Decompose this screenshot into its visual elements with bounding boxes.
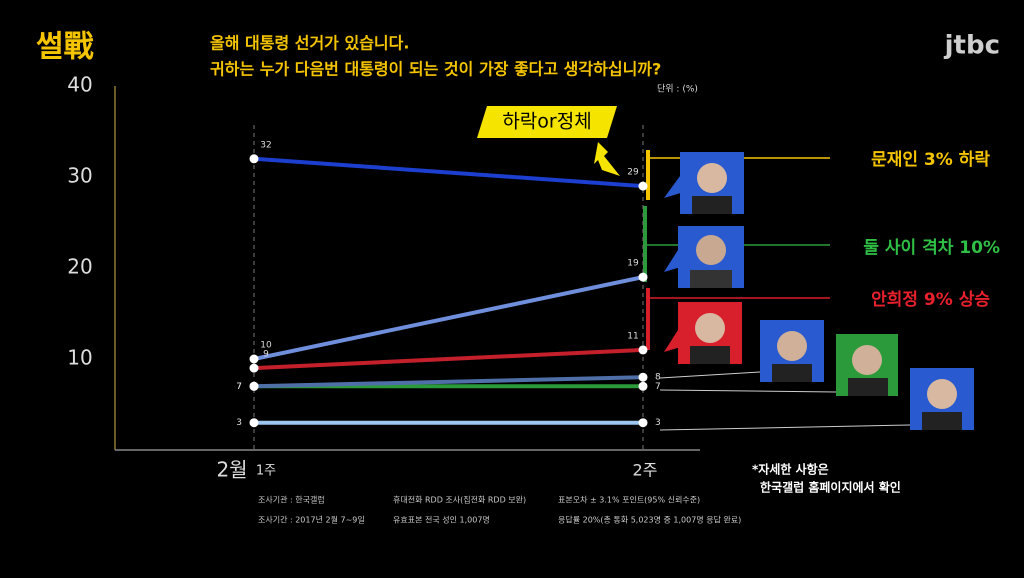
annotation: 안희정 9% 상승	[871, 290, 990, 310]
portrait-body	[848, 378, 888, 396]
value-label: 3	[236, 418, 242, 428]
value-label: 7	[236, 382, 242, 392]
value-label: 8	[655, 373, 661, 383]
portrait-body	[690, 270, 732, 288]
point	[638, 418, 648, 428]
portrait-body	[690, 346, 730, 364]
value-label: 29	[627, 168, 639, 178]
portrait-face	[777, 331, 807, 361]
value-label: 9	[263, 350, 269, 360]
chart-title: 올해 대통령 선거가 있습니다.	[210, 34, 409, 53]
callout-arrow	[594, 142, 620, 176]
line	[253, 275, 644, 361]
leader-line	[659, 389, 837, 393]
line	[253, 375, 644, 389]
footnotes: 조사기관 : 한국갤럽 휴대전화 RDD 조사(집전화 RDD 보완) 표본오차…	[258, 495, 741, 525]
portraits	[659, 152, 974, 431]
value-label: 3	[655, 418, 661, 428]
line	[253, 347, 644, 371]
point	[249, 354, 259, 364]
unit: 단위 : (%)	[657, 84, 698, 95]
portrait-body	[922, 412, 962, 430]
footnote: 조사기간 : 2017년 2월 7~9일	[258, 515, 365, 525]
note: 한국갤럽 홈페이지에서 확인	[760, 480, 901, 495]
footnote: 표본오차 ± 3.1% 포인트(95% 신뢰수준)	[558, 495, 700, 505]
portrait-face	[695, 313, 725, 343]
callout: 하락or정체	[502, 111, 591, 133]
logo: 썰戰	[36, 30, 94, 65]
value-label: 11	[627, 331, 638, 341]
value-label: 7	[236, 382, 242, 392]
value-label: 32	[260, 140, 271, 150]
broadcaster: jtbc	[944, 31, 1000, 61]
value-label: 10	[260, 341, 272, 351]
annotation: 문재인 3% 하락	[871, 150, 990, 170]
note: *자세한 사항은	[752, 462, 829, 477]
point	[638, 372, 648, 382]
point	[249, 154, 259, 164]
bubble-tail	[664, 176, 684, 198]
leader-line	[659, 424, 911, 431]
y-tick-label: 30	[67, 164, 92, 188]
callout-box	[477, 106, 617, 138]
annotation: 둘 사이 격차 10%	[863, 238, 1000, 258]
point	[638, 272, 648, 282]
footnote: 유효표본 전국 성인 1,007명	[393, 515, 490, 525]
point	[638, 381, 648, 391]
chart-subtitle: 귀하는 누가 다음번 대통령이 되는 것이 가장 좋다고 생각하십니까?	[210, 60, 661, 79]
y-tick-label: 20	[67, 255, 92, 279]
footnote: 조사기관 : 한국갤럽	[258, 495, 325, 505]
portrait-body	[772, 364, 812, 382]
point	[638, 345, 648, 355]
portrait-face	[696, 235, 726, 265]
y-tick-label: 40	[67, 73, 92, 97]
footnote: 휴대전화 RDD 조사(집전화 RDD 보완)	[393, 495, 526, 505]
value-label: 7	[655, 382, 661, 392]
point	[249, 381, 259, 391]
x-tick-label: 1주	[256, 464, 276, 479]
value-label: 19	[627, 259, 639, 269]
leader-line	[659, 371, 761, 379]
line	[253, 156, 644, 189]
portrait-face	[697, 163, 727, 193]
portrait-body	[692, 196, 732, 214]
y-tick-label: 10	[67, 346, 92, 370]
point	[638, 181, 648, 191]
footnote: 응답률 20%(총 통화 5,023명 중 1,007명 응답 완료)	[558, 515, 741, 525]
x-axis-label: 2월	[216, 458, 247, 482]
point	[249, 363, 259, 373]
point	[249, 418, 259, 428]
portrait-face	[852, 345, 882, 375]
portrait-face	[927, 379, 957, 409]
x-tick-label: 2주	[633, 461, 658, 480]
